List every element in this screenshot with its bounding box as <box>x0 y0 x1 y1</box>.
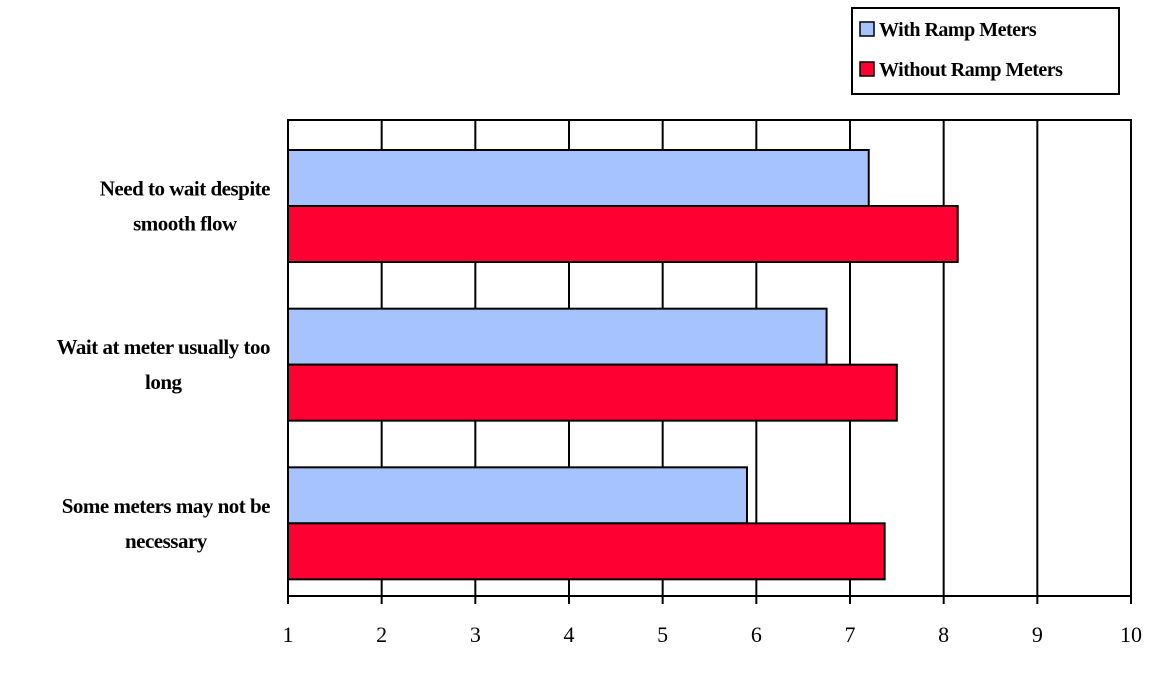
legend-box <box>851 7 1120 95</box>
x-tick-label: 1 <box>283 622 294 647</box>
bar-with-ramp-meters <box>287 466 748 525</box>
x-axis-ticks: 1 2 3 4 5 6 7 8 9 10 <box>283 596 1142 647</box>
legend-swatch <box>859 61 875 77</box>
bar-without-ramp-meters <box>287 363 898 422</box>
category-label: Wait at meter usually too long <box>57 335 270 394</box>
x-tick-label: 6 <box>751 622 762 647</box>
x-tick-label: 3 <box>470 622 481 647</box>
category-labels: Need to wait despite smooth flow Wait at m… <box>57 177 271 553</box>
x-tick-label: 4 <box>564 622 575 647</box>
bar-with-ramp-meters <box>287 307 828 366</box>
category-label-line: Need to wait despite <box>100 177 270 201</box>
x-tick-label: 5 <box>657 622 668 647</box>
legend-swatch <box>859 21 875 37</box>
x-tick-label: 8 <box>938 622 949 647</box>
legend-label: Without Ramp Meters <box>879 59 1063 81</box>
category-label-line: necessary <box>125 529 208 553</box>
bars <box>287 149 959 581</box>
bar-without-ramp-meters <box>287 522 886 581</box>
x-tick-label: 7 <box>845 622 856 647</box>
plot-area <box>287 119 1132 597</box>
legend: With Ramp Meters Without Ramp Meters <box>851 7 1120 95</box>
x-tick-label: 2 <box>376 622 387 647</box>
legend-label: With Ramp Meters <box>879 19 1037 41</box>
x-tick-label: 9 <box>1032 622 1043 647</box>
category-label-line: Some meters may not be <box>62 494 270 518</box>
category-label: Need to wait despite smooth flow <box>100 177 270 236</box>
category-label-line: long <box>145 370 183 394</box>
plot-border <box>287 119 1132 597</box>
category-label: Some meters may not be necessary <box>62 494 270 553</box>
bar-with-ramp-meters <box>287 149 870 207</box>
category-label-line: Wait at meter usually too <box>57 335 270 359</box>
x-tick-label: 10 <box>1120 622 1142 647</box>
category-label-line: smooth flow <box>133 212 238 236</box>
bar-without-ramp-meters <box>287 205 959 263</box>
